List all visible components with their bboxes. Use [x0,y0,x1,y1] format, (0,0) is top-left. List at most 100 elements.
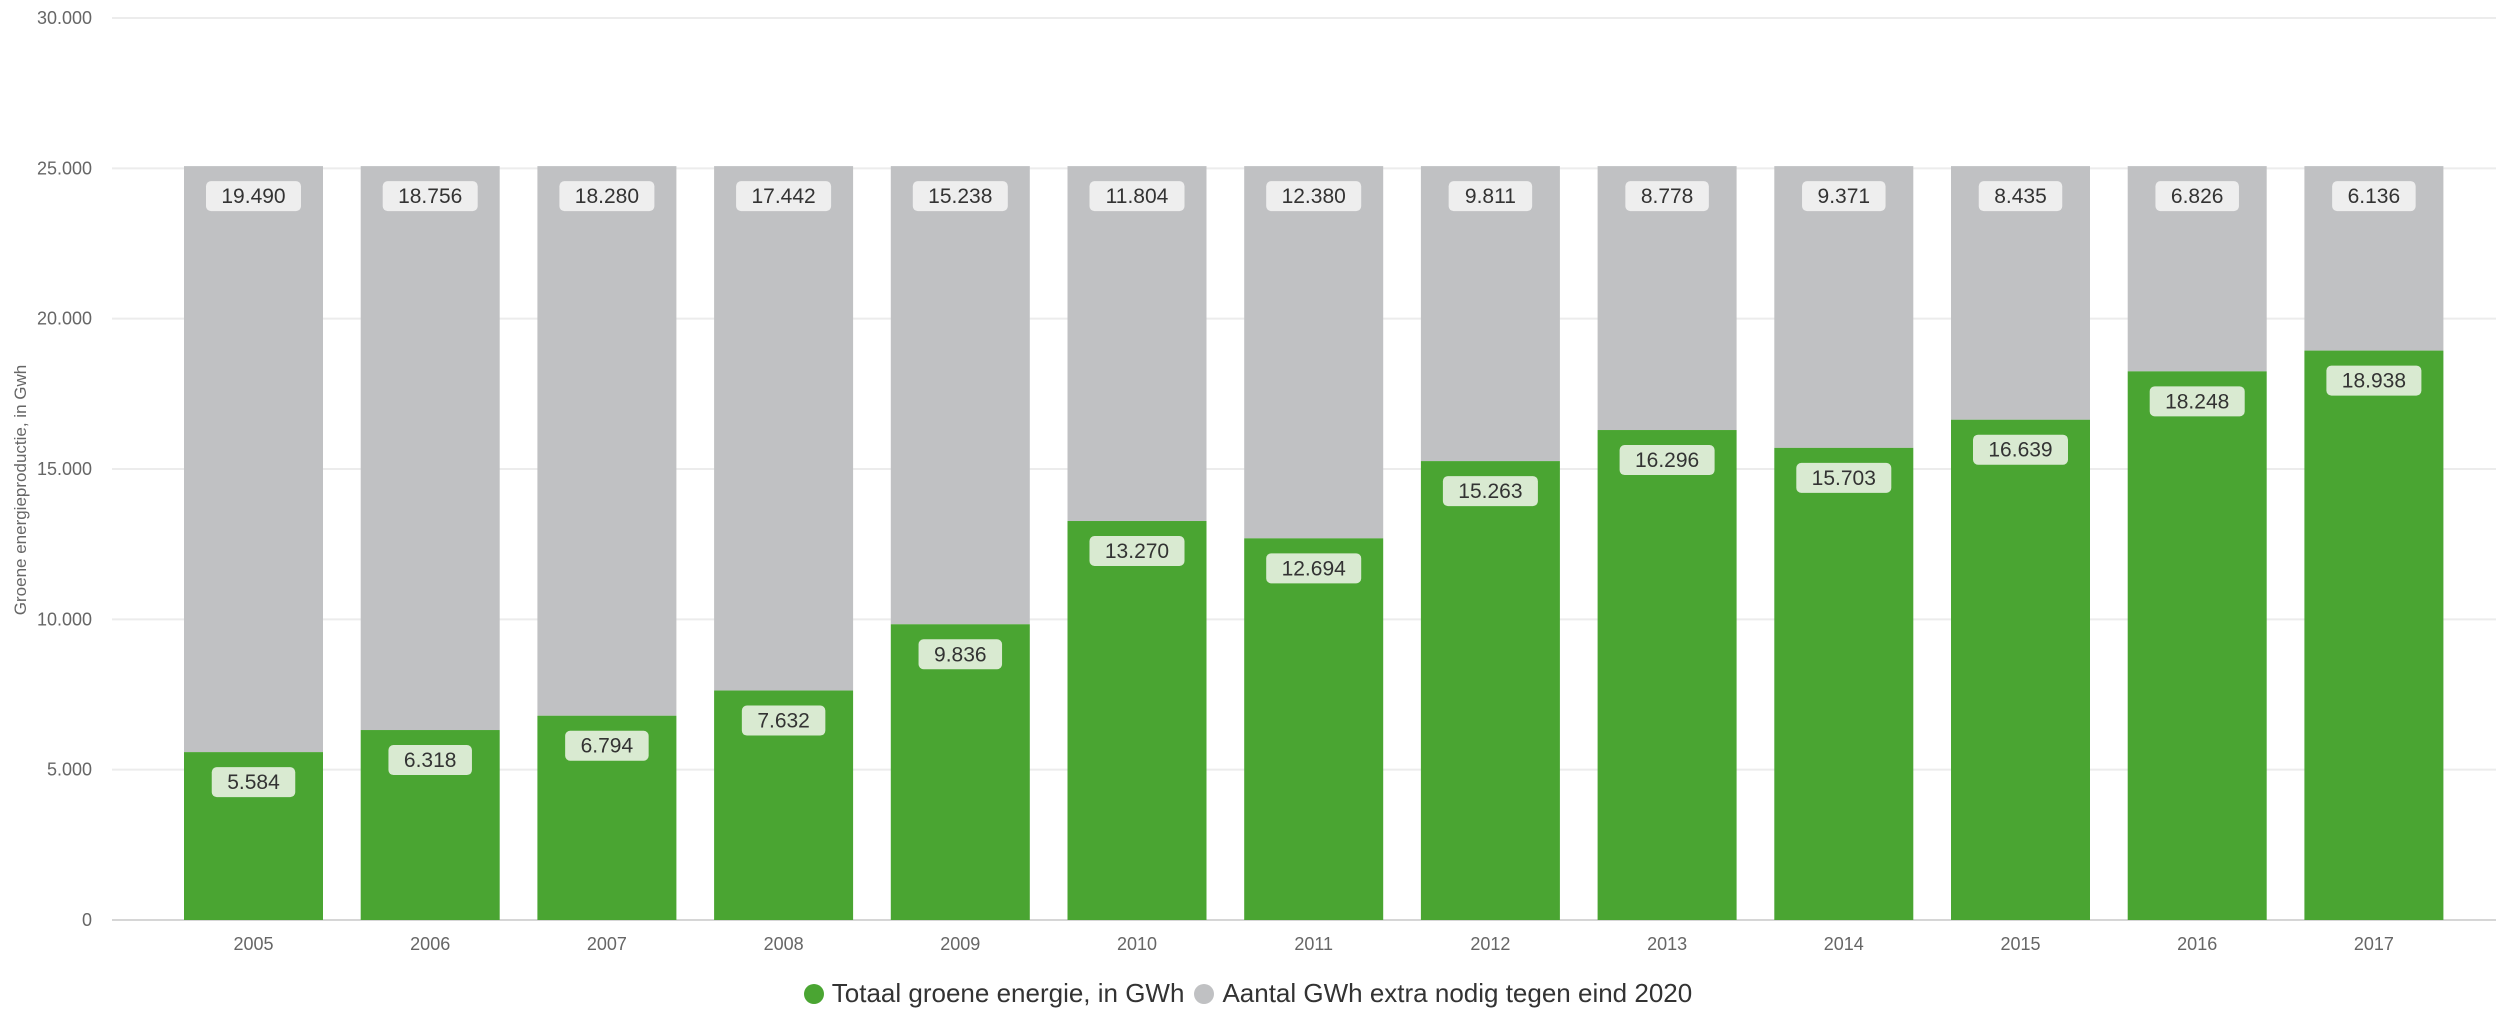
bar-total-green-2010 [1067,521,1207,920]
bar-total-green-2017 [2304,350,2444,920]
data-label-extra-needed: 6.136 [2332,181,2416,212]
data-label-extra-needed-text: 12.380 [1282,185,1346,208]
data-labels: 19.490 5.584 18.756 6.318 18.280 6.794 17.442 7… [206,181,2422,798]
data-label-extra-needed: 15.238 [912,181,1008,212]
bar-total-green-2013 [1597,430,1737,920]
y-tick-label: 20.000 [37,309,92,329]
bar-total-green-2011 [1244,538,1384,920]
legend-label: Totaal groene energie, in GWh [831,978,1185,1008]
legend-label: Aantal GWh extra nodig tegen eind 2020 [1222,978,1693,1008]
y-tick-label: 10.000 [37,609,92,629]
bar-extra-needed-2012 [1420,166,1560,462]
legend-item-total-green-energy[interactable]: Totaal groene energie, in GWh [803,978,1185,1009]
data-label-total-green-box [565,730,649,761]
data-label-total-green: 16.639 [1973,434,2068,465]
data-label-total-green: 6.318 [388,745,472,776]
x-tick-label: 2015 [2000,934,2040,954]
x-tick-label: 2016 [2177,934,2217,954]
data-label-total-green-text: 12.694 [1282,557,1347,580]
data-label-total-green-box [1619,445,1715,476]
bar-total-green-2012 [1420,461,1560,920]
y-axis-ticks: 0 5.000 10.000 15.000 20.000 25.000 30.000 [37,8,92,930]
data-label-extra-needed-text: 18.756 [398,185,462,208]
data-label-total-green: 9.836 [918,639,1003,670]
data-label-extra-needed-text: 6.826 [2171,185,2224,208]
x-tick-label: 2017 [2354,934,2394,954]
legend-marker-gray [1194,983,1215,1004]
data-label-total-green-text: 16.639 [1988,439,2052,462]
data-label-total-green-box [1089,536,1185,567]
bar-extra-needed-2006 [360,166,500,731]
data-label-extra-needed: 17.442 [736,181,832,212]
x-tick-label: 2010 [1117,934,1157,954]
data-label-total-green-text: 18.938 [2342,370,2406,393]
data-label-extra-needed-box [206,181,301,212]
data-label-extra-needed-box [382,181,478,212]
data-label-total-green-box [2149,386,2245,417]
data-label-extra-needed-text: 8.435 [1994,185,2047,208]
legend-item-extra-needed[interactable]: Aantal GWh extra nodig tegen eind 2020 [1194,978,1692,1009]
data-label-extra-needed-box [1448,181,1533,212]
data-label-extra-needed-box [1802,181,1886,212]
x-tick-label: 2007 [587,934,627,954]
data-label-total-green: 6.794 [565,730,649,761]
data-label-extra-needed-box [1266,181,1362,212]
data-label-total-green-text: 13.270 [1105,540,1169,563]
x-tick-label: 2005 [233,934,273,954]
bar-extra-needed-2014 [1774,166,1914,448]
bar-total-green-2014 [1774,447,1914,920]
data-label-total-green-text: 9.836 [934,643,987,666]
data-label-total-green-text: 7.632 [757,710,810,733]
bar-extra-needed-2008 [714,166,854,691]
bar-total-green-2016 [2127,371,2267,920]
bars [184,166,2444,920]
data-label-total-green-text: 6.794 [581,735,634,758]
data-label-total-green-text: 5.584 [227,771,280,794]
data-label-total-green-box [1266,553,1362,584]
bar-total-green-2009 [890,624,1030,920]
data-label-total-green-box [741,705,826,736]
data-label-extra-needed: 12.380 [1266,181,1362,212]
data-label-extra-needed-box [2332,181,2416,212]
data-label-total-green-text: 16.296 [1635,449,1699,472]
data-label-extra-needed: 6.826 [2155,181,2239,212]
data-label-extra-needed-text: 11.804 [1106,185,1169,208]
data-label-extra-needed-box [736,181,832,212]
y-tick-label: 0 [82,910,92,930]
x-tick-label: 2012 [1470,934,1510,954]
data-label-extra-needed: 11.804 [1089,181,1185,212]
y-tick-label: 30.000 [37,8,92,28]
data-label-total-green-box [211,767,296,798]
data-label-total-green-box [918,639,1003,670]
data-label-total-green: 18.938 [2326,365,2422,396]
data-label-extra-needed-box [1089,181,1185,212]
data-label-extra-needed-text: 6.136 [2348,185,2401,208]
x-tick-label: 2008 [764,934,804,954]
stacked-bar-chart: 0 5.000 10.000 15.000 20.000 25.000 30.000 Gro… [11,8,2496,954]
bar-extra-needed-2007 [537,166,677,716]
data-label-extra-needed: 18.756 [382,181,478,212]
data-label-total-green: 15.703 [1796,462,1892,493]
x-tick-label: 2013 [1647,934,1687,954]
bar-extra-needed-2011 [1244,166,1384,539]
x-tick-label: 2011 [1294,934,1333,954]
data-label-total-green-box [2326,365,2422,396]
y-axis-title: Groene energieproductie, in Gwh [11,365,30,615]
legend-marker-green [803,983,824,1004]
data-label-total-green-text: 15.263 [1458,480,1522,503]
data-label-total-green: 7.632 [741,705,826,736]
data-label-total-green: 13.270 [1089,536,1185,567]
data-label-total-green: 5.584 [211,767,296,798]
bar-extra-needed-2010 [1067,166,1207,522]
data-label-extra-needed-text: 9.811 [1465,185,1516,208]
data-label-total-green-text: 6.318 [404,749,457,772]
legend: Totaal groene energie, in GWh Aantal GWh… [0,978,2496,1009]
data-label-extra-needed-text: 9.371 [1818,185,1871,208]
data-label-extra-needed-text: 8.778 [1641,185,1694,208]
x-tick-label: 2009 [940,934,980,954]
data-label-extra-needed-text: 17.442 [751,185,815,208]
data-label-total-green-text: 15.703 [1812,467,1876,490]
data-label-total-green-box [1442,476,1538,507]
y-tick-label: 5.000 [47,760,92,780]
x-tick-label: 2014 [1824,934,1864,954]
